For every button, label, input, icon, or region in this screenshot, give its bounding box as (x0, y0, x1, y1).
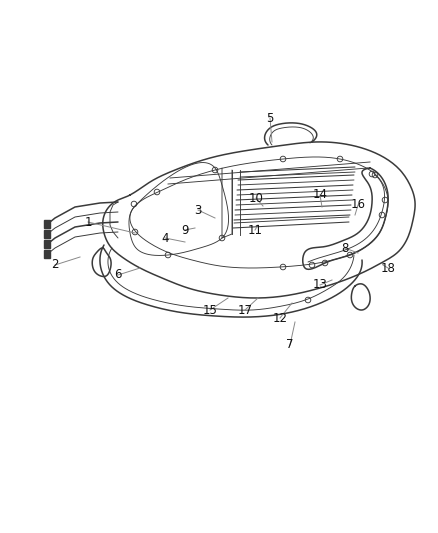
Text: 18: 18 (381, 262, 396, 274)
Text: 12: 12 (272, 311, 287, 325)
Text: 11: 11 (247, 223, 262, 237)
Text: 2: 2 (51, 259, 59, 271)
Text: 8: 8 (341, 241, 349, 254)
Text: 14: 14 (312, 189, 328, 201)
Text: 5: 5 (266, 111, 274, 125)
Text: 1: 1 (84, 215, 92, 229)
Text: 9: 9 (181, 223, 189, 237)
Text: 6: 6 (114, 269, 122, 281)
Polygon shape (44, 240, 50, 248)
Text: 15: 15 (202, 303, 217, 317)
Polygon shape (44, 250, 50, 258)
Text: 10: 10 (248, 191, 263, 205)
Text: 16: 16 (350, 198, 365, 212)
Text: 7: 7 (286, 338, 294, 351)
Text: 13: 13 (313, 279, 328, 292)
Text: 3: 3 (194, 204, 201, 216)
Text: 17: 17 (237, 303, 252, 317)
Polygon shape (44, 220, 50, 228)
Text: 4: 4 (161, 231, 169, 245)
Polygon shape (44, 230, 50, 238)
